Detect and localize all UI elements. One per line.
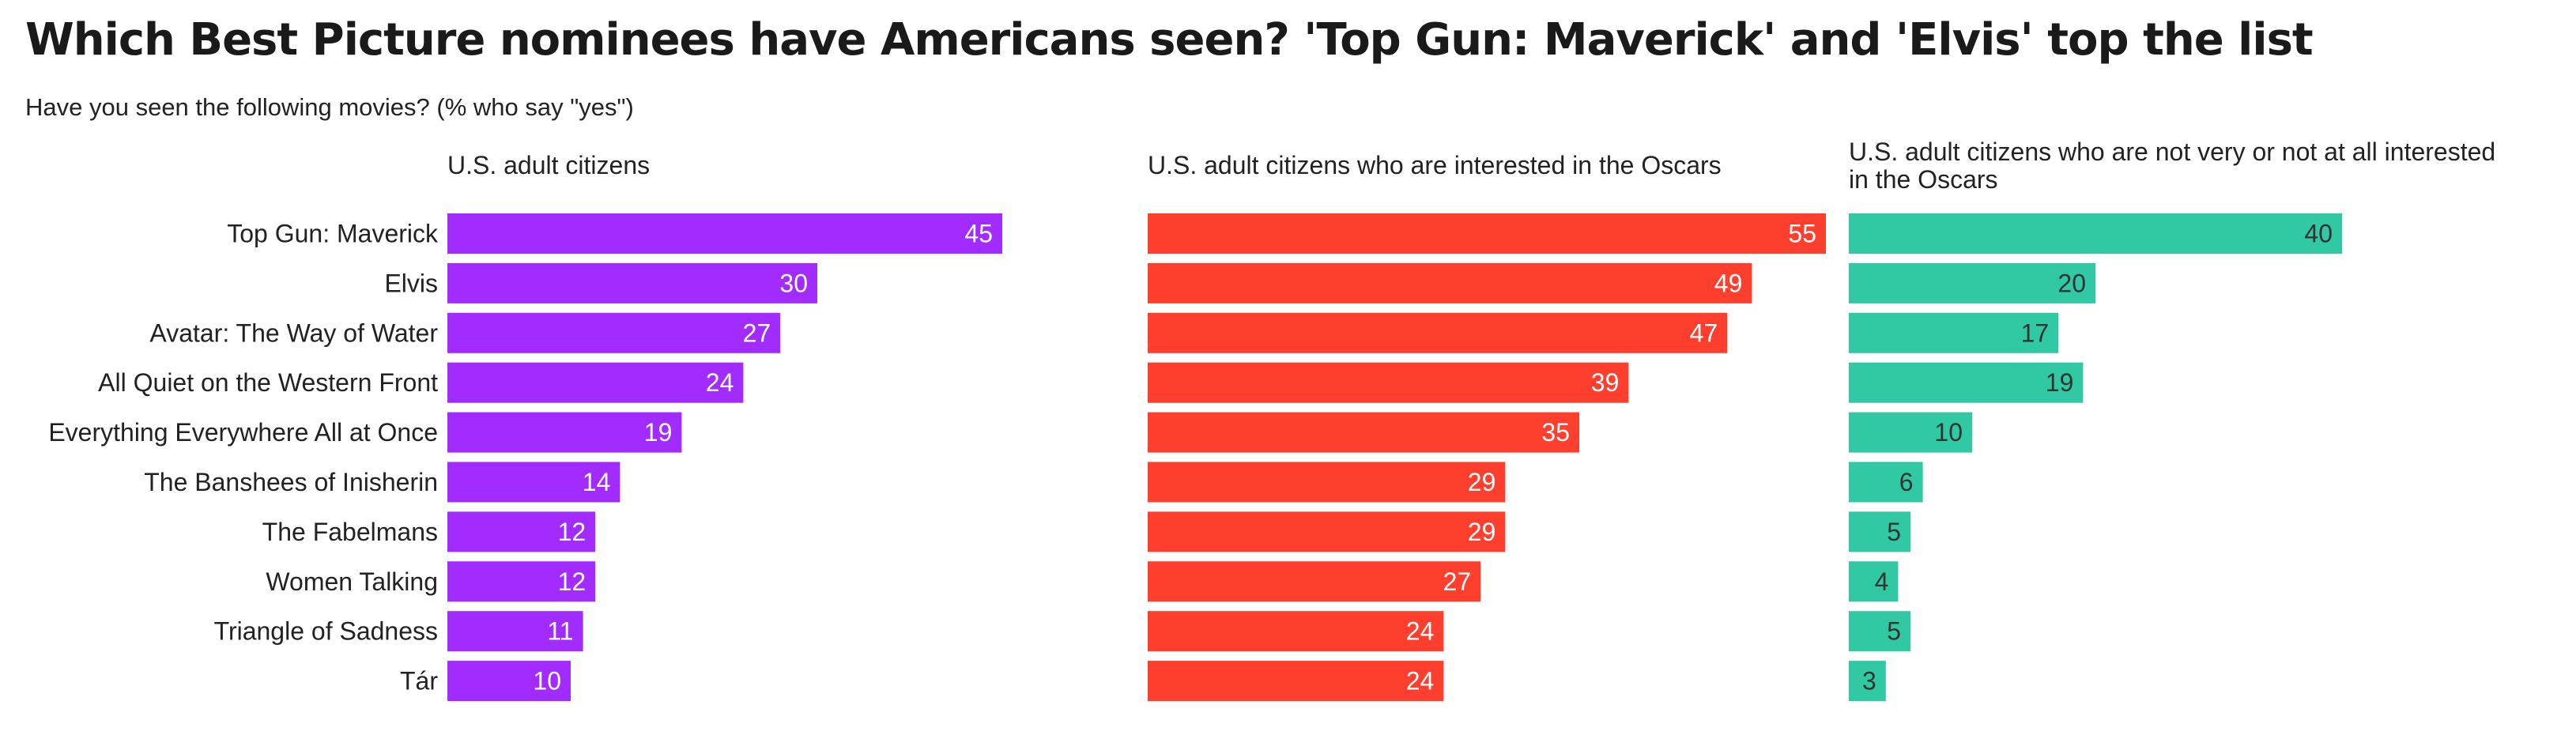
data-label: 19 <box>644 418 673 447</box>
category-label: The Banshees of Inisherin <box>144 468 438 496</box>
data-label: 30 <box>779 269 808 297</box>
data-label: 27 <box>743 318 771 347</box>
bar <box>447 312 781 353</box>
data-label: 3 <box>1862 667 1876 695</box>
data-label: 20 <box>2057 269 2086 297</box>
data-label: 35 <box>1541 418 1570 447</box>
category-label: Women Talking <box>266 567 438 596</box>
bar <box>1849 213 2342 254</box>
bar <box>1849 362 2084 403</box>
category-label: All Quiet on the Western Front <box>98 368 438 397</box>
bar <box>447 462 620 503</box>
bar <box>1148 312 1728 353</box>
data-label: 14 <box>583 468 611 496</box>
bar <box>447 561 596 602</box>
data-label: 12 <box>558 567 586 596</box>
bar <box>1849 561 1899 602</box>
panel-title: in the Oscars <box>1849 165 1998 194</box>
category-label: Everything Everywhere All at Once <box>48 418 438 447</box>
category-label: Top Gun: Maverick <box>227 220 439 248</box>
bar <box>447 362 744 403</box>
bar <box>447 611 583 652</box>
data-label: 55 <box>1788 220 1816 248</box>
bar <box>1148 462 1506 503</box>
data-label: 6 <box>1899 468 1914 496</box>
category-label: Elvis <box>384 269 438 297</box>
bar <box>447 213 1002 254</box>
data-label: 40 <box>2304 220 2333 248</box>
bar <box>1148 412 1579 453</box>
data-label: 10 <box>1934 418 1963 447</box>
data-label: 24 <box>1406 667 1435 695</box>
bar <box>1148 611 1444 652</box>
bar <box>1849 312 2059 353</box>
bar <box>1148 262 1752 303</box>
bar <box>447 412 682 453</box>
panel-title: U.S. adult citizens who are interested i… <box>1148 151 1722 179</box>
bar <box>1148 362 1629 403</box>
bar <box>1849 462 1923 503</box>
chart-subtitle: Have you seen the following movies? (% w… <box>25 93 634 121</box>
data-label: 10 <box>533 667 561 695</box>
panel-title: U.S. adult citizens <box>447 151 650 179</box>
bar <box>1849 511 1910 552</box>
bar <box>1849 661 1886 702</box>
data-label: 11 <box>547 617 573 646</box>
data-label: 5 <box>1887 617 1901 646</box>
bar <box>1849 611 1910 652</box>
data-label: 29 <box>1468 468 1496 496</box>
bar <box>447 262 817 303</box>
category-label: Tár <box>400 667 438 695</box>
data-label: 45 <box>964 220 993 248</box>
category-label: Triangle of Sadness <box>214 617 438 646</box>
data-label: 47 <box>1690 318 1718 347</box>
data-label: 24 <box>706 368 734 397</box>
bar <box>1849 262 2095 303</box>
data-label: 27 <box>1443 567 1472 596</box>
category-label: Avatar: The Way of Water <box>149 318 438 347</box>
chart-title: Which Best Picture nominees have America… <box>25 14 2314 66</box>
category-label: The Fabelmans <box>262 518 438 546</box>
panel-title: U.S. adult citizens who are not very or … <box>1849 138 2495 166</box>
bar <box>1148 511 1506 552</box>
data-label: 12 <box>558 518 586 546</box>
data-label: 24 <box>1406 617 1435 646</box>
bar <box>1148 213 1826 254</box>
data-label: 5 <box>1887 518 1901 546</box>
bar <box>1148 561 1481 602</box>
bar <box>1849 412 1972 453</box>
data-label: 4 <box>1875 567 1889 596</box>
data-label: 49 <box>1714 269 1743 297</box>
data-label: 29 <box>1468 518 1496 546</box>
bar <box>1148 661 1444 702</box>
bar <box>447 511 596 552</box>
data-label: 19 <box>2046 368 2074 397</box>
data-label: 17 <box>2021 318 2050 347</box>
data-label: 39 <box>1591 368 1620 397</box>
bar <box>447 661 571 702</box>
